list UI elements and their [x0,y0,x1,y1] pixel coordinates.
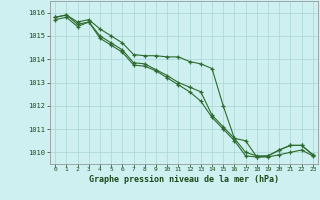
X-axis label: Graphe pression niveau de la mer (hPa): Graphe pression niveau de la mer (hPa) [89,175,279,184]
